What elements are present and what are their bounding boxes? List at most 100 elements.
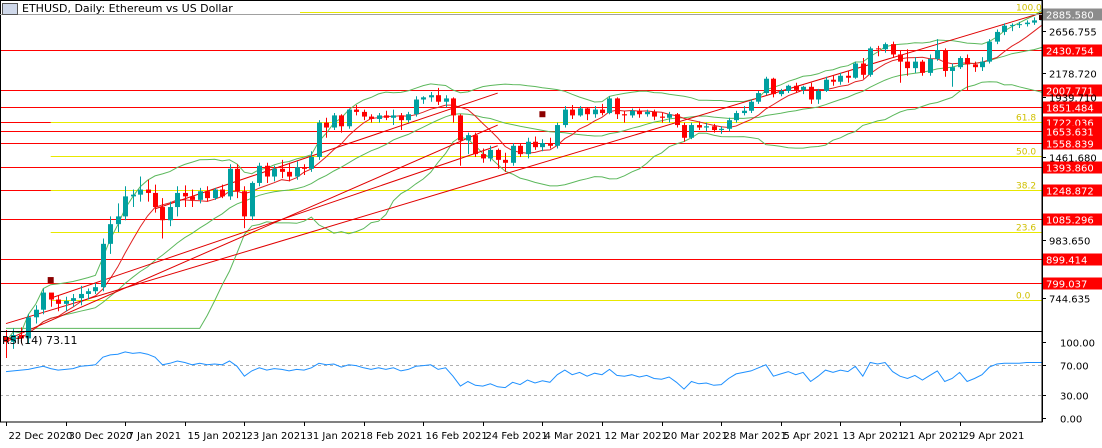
candle[interactable]	[652, 109, 657, 121]
candle[interactable]	[369, 114, 374, 123]
candle[interactable]	[93, 283, 98, 294]
candle[interactable]	[228, 164, 233, 200]
candle[interactable]	[600, 103, 605, 116]
candle[interactable]	[347, 108, 352, 129]
candle[interactable]	[831, 75, 836, 86]
candle[interactable]	[332, 113, 337, 131]
candle[interactable]	[555, 122, 560, 149]
candle[interactable]	[801, 85, 806, 95]
candle[interactable]	[362, 109, 367, 121]
candle[interactable]	[205, 186, 210, 202]
candle[interactable]	[56, 295, 61, 312]
trendline-anchor-marker[interactable]	[539, 111, 546, 118]
candle[interactable]	[987, 39, 992, 64]
candle[interactable]	[458, 114, 463, 166]
candle[interactable]	[444, 95, 449, 108]
candle[interactable]	[540, 139, 545, 152]
candle[interactable]	[973, 61, 978, 72]
candle[interactable]	[41, 288, 46, 315]
candle[interactable]	[756, 90, 761, 104]
candle[interactable]	[503, 152, 508, 172]
lower-channel-trendline[interactable]	[5, 124, 498, 341]
candle[interactable]	[585, 107, 590, 121]
candle[interactable]	[146, 179, 151, 202]
candle[interactable]	[4, 330, 9, 359]
candle[interactable]	[846, 70, 851, 83]
candle[interactable]	[563, 106, 568, 128]
candle[interactable]	[406, 111, 411, 123]
candle[interactable]	[615, 97, 620, 119]
candle[interactable]	[719, 126, 724, 134]
candle[interactable]	[481, 148, 486, 163]
candle[interactable]	[34, 305, 39, 324]
candle[interactable]	[295, 161, 300, 180]
candle[interactable]	[675, 113, 680, 128]
candle[interactable]	[1017, 21, 1022, 28]
candle[interactable]	[302, 164, 307, 175]
channel-bottom-trendline[interactable]	[50, 145, 498, 299]
candle[interactable]	[324, 117, 329, 138]
candle[interactable]	[838, 72, 843, 85]
candle[interactable]	[242, 186, 247, 229]
candle[interactable]	[138, 176, 143, 202]
candle[interactable]	[630, 108, 635, 118]
candle[interactable]	[928, 54, 933, 76]
candle[interactable]	[287, 162, 292, 182]
candle[interactable]	[116, 203, 121, 233]
candle[interactable]	[168, 201, 173, 227]
candle[interactable]	[697, 121, 702, 131]
candle[interactable]	[175, 186, 180, 217]
candle[interactable]	[436, 87, 441, 106]
candle[interactable]	[429, 92, 434, 102]
candle[interactable]	[160, 198, 165, 239]
candle[interactable]	[637, 108, 642, 118]
candle[interactable]	[578, 106, 583, 117]
candle[interactable]	[86, 288, 91, 300]
candle[interactable]	[734, 110, 739, 123]
candle[interactable]	[667, 111, 672, 123]
candle[interactable]	[198, 187, 203, 204]
candle[interactable]	[71, 293, 76, 307]
candle[interactable]	[779, 88, 784, 97]
candle[interactable]	[1010, 23, 1015, 32]
candle[interactable]	[384, 110, 389, 121]
candle[interactable]	[995, 29, 1000, 45]
candle[interactable]	[101, 238, 106, 292]
candle[interactable]	[317, 120, 322, 160]
channel-top-trendline[interactable]	[154, 92, 498, 210]
candle[interactable]	[511, 143, 516, 166]
candle[interactable]	[607, 96, 612, 115]
candle[interactable]	[414, 96, 419, 117]
candle[interactable]	[704, 122, 709, 132]
candle[interactable]	[131, 189, 136, 208]
candle[interactable]	[309, 151, 314, 172]
candle[interactable]	[1025, 20, 1030, 27]
candle[interactable]	[354, 105, 359, 116]
candle[interactable]	[190, 189, 195, 208]
candle[interactable]	[794, 82, 799, 94]
candle[interactable]	[689, 122, 694, 140]
candle[interactable]	[399, 113, 404, 131]
candle[interactable]	[153, 184, 158, 213]
candle[interactable]	[809, 82, 814, 104]
candle[interactable]	[786, 84, 791, 94]
candle[interactable]	[824, 76, 829, 93]
candle[interactable]	[742, 106, 747, 116]
candle[interactable]	[898, 50, 903, 83]
candle[interactable]	[280, 159, 285, 179]
candle[interactable]	[861, 58, 866, 79]
candle[interactable]	[49, 292, 54, 307]
candle[interactable]	[466, 132, 471, 155]
candle[interactable]	[891, 41, 896, 59]
candle[interactable]	[496, 148, 501, 169]
candle[interactable]	[123, 186, 128, 221]
candle[interactable]	[950, 63, 955, 87]
candle[interactable]	[377, 113, 382, 123]
candle[interactable]	[391, 109, 396, 126]
candle[interactable]	[876, 45, 881, 57]
candle[interactable]	[913, 57, 918, 73]
candle[interactable]	[622, 110, 627, 123]
candle[interactable]	[257, 162, 262, 187]
candle[interactable]	[220, 184, 225, 199]
